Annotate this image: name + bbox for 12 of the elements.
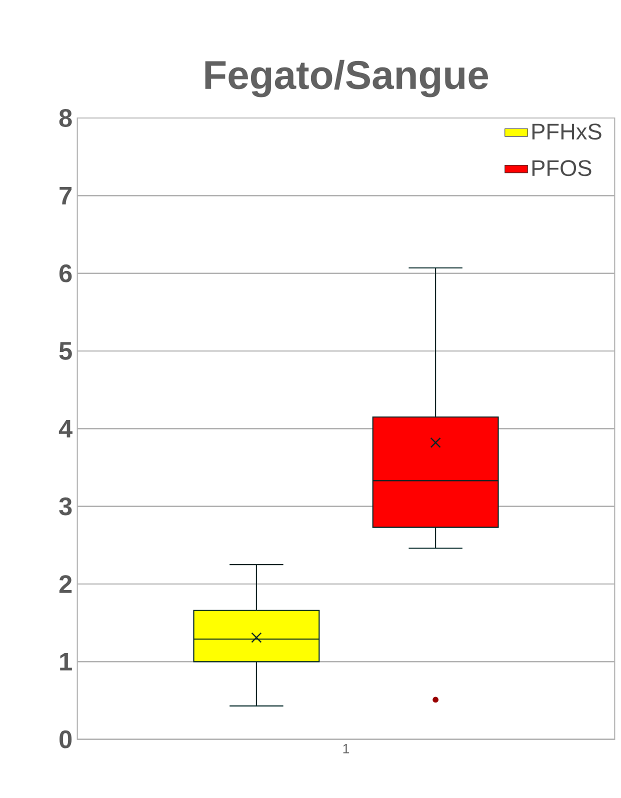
y-tick-label: 3 <box>59 497 72 516</box>
y-tick-label: 7 <box>60 186 72 204</box>
y-tick-label: 8 <box>59 109 72 127</box>
y-tick-label: 6 <box>59 264 72 282</box>
y-tick-label: 4 <box>58 420 72 438</box>
y-tick-label: 5 <box>59 342 72 360</box>
legend-label: PFOS <box>532 160 592 176</box>
y-tick-label: 2 <box>59 575 72 593</box>
y-tick-label: 0 <box>60 730 72 748</box>
legend-label: PFHxS <box>532 124 602 140</box>
chart-title: Fegato/Sangue <box>205 60 488 98</box>
y-tick-label: 1 <box>60 652 72 670</box>
